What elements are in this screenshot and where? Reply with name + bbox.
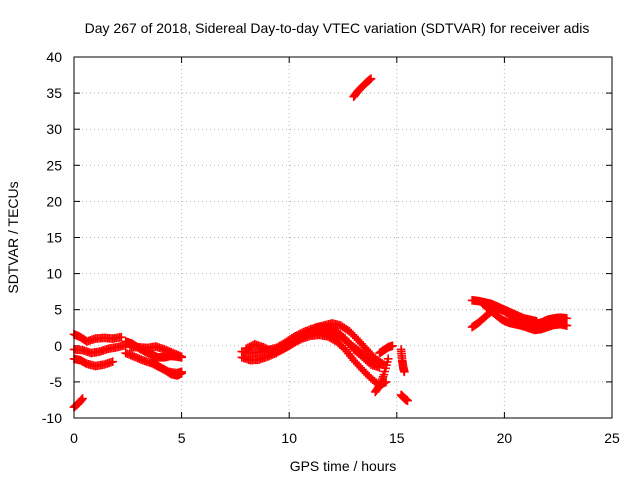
series-trace-u [510,312,572,329]
data-point [78,394,87,403]
data-point [562,321,572,330]
x-axis-label: GPS time / hours [290,458,397,474]
y-tick-label: -5 [50,374,63,390]
series-trace-b [69,340,130,358]
y-tick-label: 25 [46,157,62,173]
data-point [403,396,412,405]
series-trace-g [125,342,186,361]
data-point [177,352,186,361]
series-trace-d [69,394,87,412]
y-tick-label: 40 [46,49,62,65]
chart-title: Day 267 of 2018, Sidereal Day-to-day VTE… [85,20,590,36]
data-point [108,357,118,366]
y-tick-label: 10 [46,266,62,282]
y-tick-label: 5 [54,302,62,318]
data-point [380,367,390,376]
data-point [383,354,393,364]
series-trace-c [69,354,118,371]
x-tick-label: 0 [70,430,78,446]
x-tick-label: 5 [178,430,186,446]
x-tick-label: 20 [497,430,513,446]
series-trace-a [69,329,126,346]
y-tick-label: 20 [46,193,62,209]
y-tick-label: 15 [46,230,62,246]
x-tick-label: 25 [604,430,620,446]
data-point [382,360,391,370]
data-point [388,341,397,351]
y-tick-label: 35 [46,85,62,101]
series-trace-q [349,74,376,102]
tick-layer: 0 5 10 15 20 25 -10 -5 0 5 10 15 20 25 30 35 40 [42,49,620,446]
grid-layer [74,57,612,418]
y-tick-label: 0 [54,338,62,354]
series-trace-l [310,319,389,369]
series-trace-m [370,354,393,397]
data-point [381,364,390,373]
series-trace-o [396,345,409,377]
data-point [77,395,87,404]
data-point [562,314,572,323]
series-trace-k [241,325,380,368]
x-tick-label: 10 [281,430,297,446]
y-tick-label: 30 [46,121,62,137]
series-trace-p [396,390,412,405]
series-trace-n [375,341,397,358]
data-points-layer [69,74,572,412]
data-point [400,367,409,377]
data-point [379,370,389,379]
data-point [383,357,392,367]
plot-frame [73,56,613,419]
series-trace-t [478,299,572,335]
series-trace-h [147,357,186,380]
y-axis-label: SDTVAR / TECUs [5,181,21,293]
data-point [117,332,126,342]
y-tick-label: -10 [42,410,62,426]
data-point [177,368,186,378]
x-tick-label: 15 [389,430,405,446]
data-point [366,74,376,83]
